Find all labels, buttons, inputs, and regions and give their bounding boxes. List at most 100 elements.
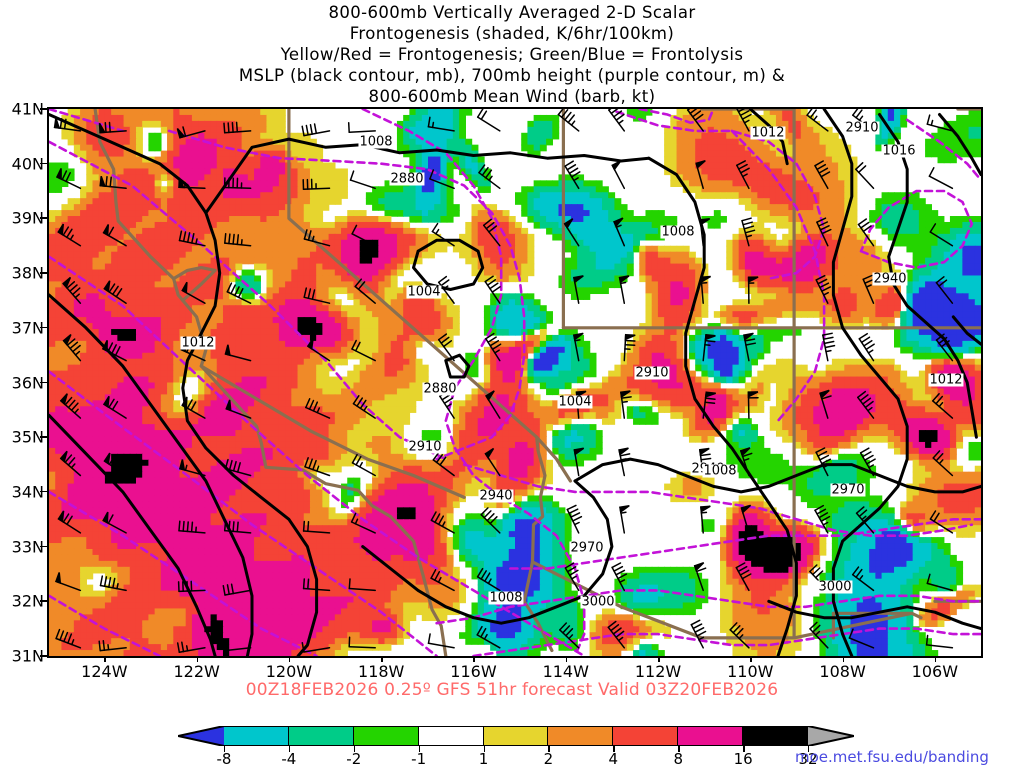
latitude-tick-label: 38N	[11, 263, 44, 283]
mslp-contour-label: 1012	[180, 335, 216, 351]
latitude-tick-label: 40N	[11, 154, 44, 174]
colorbar-tick	[808, 746, 810, 752]
longitude-tick-label: 108W	[819, 662, 866, 681]
latitude-tick	[40, 381, 47, 383]
colorbar-tick-label: -2	[346, 750, 362, 768]
colorbar-tick	[353, 746, 356, 752]
colorbar-tick-label: 4	[608, 750, 619, 768]
title-line-2: Frontogenesis (shaded, K/6hr/100km)	[349, 24, 675, 43]
latitude-tick	[40, 655, 47, 657]
colorbar: -8 -4 -2 -1 1 2 4 8 16 32	[178, 726, 854, 768]
latitude-tick-label: 36N	[11, 373, 44, 392]
latitude-tick	[40, 600, 47, 602]
longitude-tick	[934, 655, 937, 662]
latitude-tick	[40, 217, 47, 219]
colorbar-tick	[224, 746, 226, 752]
colorbar-tick	[613, 746, 615, 752]
longitude-tick	[196, 655, 199, 662]
longitude-tick-label: 122W	[173, 662, 220, 681]
height-contour-label: 2910	[407, 439, 443, 455]
latitude-tick-label: 37N	[11, 318, 44, 338]
mslp-contour-label: 1004	[557, 394, 593, 410]
colorbar-segments	[224, 726, 808, 746]
longitude-tick-label: 124W	[81, 662, 128, 681]
mslp-contour-label: 1008	[702, 463, 738, 479]
height-contour-label: 2970	[830, 482, 866, 498]
source-url[interactable]: moe.met.fsu.edu/banding	[795, 748, 989, 766]
longitude-tick	[381, 655, 383, 662]
colorbar-segment	[224, 726, 289, 746]
mslp-contour-label: 1008	[660, 224, 696, 240]
colorbar-under-arrow	[178, 726, 224, 746]
longitude-tick	[104, 655, 106, 662]
colorbar-tick	[548, 746, 550, 752]
colorbar-tick	[288, 746, 291, 752]
mslp-contour-label: 1008	[488, 590, 524, 606]
mslp-contour-label: 1008	[358, 134, 394, 150]
wind-barbs	[53, 109, 954, 654]
longitude-tick-label: 106W	[911, 662, 959, 681]
longitude-tick	[842, 655, 845, 662]
latitude-tick	[40, 545, 47, 548]
colorbar-tick	[678, 746, 680, 752]
longitude-tick	[473, 655, 475, 662]
mslp-contour-label: 1004	[406, 284, 442, 300]
height-contour-label: 2880	[422, 381, 458, 397]
map-plot-area[interactable]: 1008 2880 1012 2910 1016 1008 2940 1004 1012 2880…	[47, 107, 983, 658]
latitude-tick-label: 33N	[11, 537, 44, 557]
height-contour-label: 2910	[844, 120, 880, 136]
latitude-tick-label: 31N	[11, 646, 44, 666]
longitude-tick	[658, 655, 660, 662]
mslp-contour-label: 1012	[928, 372, 964, 388]
longitude-tick-label: 110W	[727, 662, 774, 681]
colorbar-segment	[353, 726, 419, 746]
latitude-axis: 41N 40N 39N 38N 37N 36N 35N 34N 33N 32N 31N	[0, 0, 47, 768]
latitude-tick	[40, 108, 47, 110]
longitude-axis: 124W 122W 120W 118W 116W 114W 112W 110W 108W 106W	[0, 655, 1024, 684]
mslp-contours	[49, 109, 981, 656]
height-contour-label: 3000	[817, 579, 853, 595]
colorbar-tick	[483, 746, 485, 752]
colorbar-tick-label: 32	[798, 750, 818, 768]
latitude-tick-label: 39N	[11, 208, 44, 228]
longitude-tick-label: 112W	[634, 662, 682, 681]
colorbar-segment	[678, 726, 743, 746]
colorbar-tick-label: -8	[216, 750, 232, 768]
figure-title: 800-600mb Vertically Averaged 2-D Scalar…	[0, 2, 1024, 107]
height-contour-label: 2940	[478, 488, 514, 504]
colorbar-segment	[483, 726, 549, 746]
political-boundaries	[93, 109, 981, 656]
colorbar-segment	[288, 726, 354, 746]
colorbar-segment	[548, 726, 614, 746]
colorbar-tick	[743, 746, 745, 752]
mslp-contour-label: 1016	[881, 143, 917, 159]
forecast-caption: 00Z18FEB2026 0.25º GFS 51hr forecast Val…	[245, 680, 779, 700]
colorbar-segment	[743, 726, 808, 746]
height-contour-label: 2970	[569, 540, 605, 556]
height-700mb-contours	[49, 109, 981, 656]
latitude-tick-label: 41N	[11, 99, 44, 119]
longitude-tick-label: 114W	[542, 662, 589, 681]
longitude-tick-label: 116W	[450, 662, 497, 681]
title-line-3: Yellow/Red = Frontogenesis; Green/Blue =…	[280, 45, 744, 64]
height-contour-label: 2910	[634, 365, 670, 381]
colorbar-tick-label: -4	[281, 750, 297, 768]
title-line-4: MSLP (black contour, mb), 700mb height (…	[238, 66, 786, 85]
height-contour-label: 3000	[580, 594, 616, 610]
latitude-tick	[40, 326, 47, 329]
colorbar-segment	[418, 726, 484, 746]
colorbar-segment	[613, 726, 679, 746]
latitude-tick	[40, 490, 47, 493]
longitude-tick-label: 120W	[265, 662, 313, 681]
longitude-tick	[565, 655, 568, 662]
colorbar-tick-label: 1	[478, 750, 489, 768]
mslp-contour-label: 1012	[750, 125, 786, 141]
longitude-tick	[750, 655, 752, 662]
colorbar-over-arrow	[808, 726, 854, 746]
latitude-tick-label: 32N	[11, 591, 44, 611]
colorbar-tick-label: -1	[411, 750, 427, 768]
title-line-1: 800-600mb Vertically Averaged 2-D Scalar	[328, 3, 696, 22]
latitude-tick-label: 35N	[11, 427, 44, 447]
latitude-tick	[40, 162, 47, 165]
